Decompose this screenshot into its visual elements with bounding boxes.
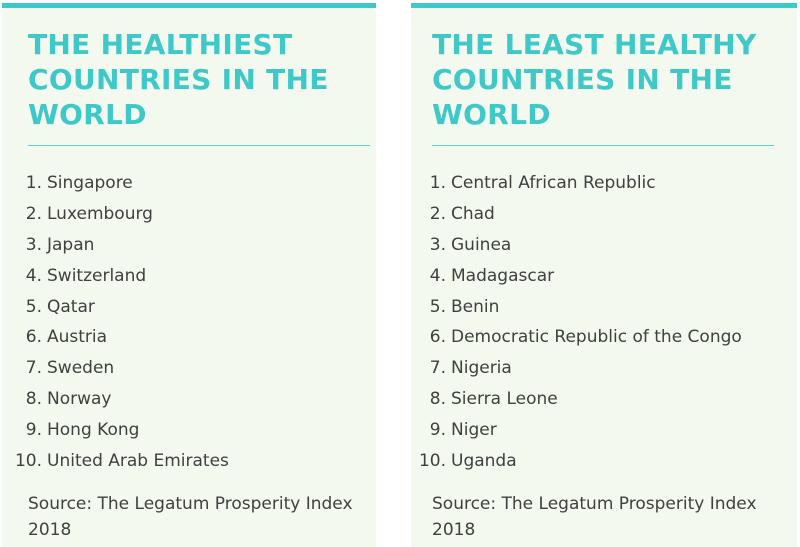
healthiest-countries-list: 1. Singapore 2. Luxembourg 3. Japan 4. Switzerl… [2, 168, 229, 476]
rank-number: 8. [25, 388, 42, 409]
list-item: 8. Sierra Leone [411, 384, 742, 415]
country-name: Sierra Leone [451, 388, 558, 409]
country-name: Qatar [47, 296, 95, 317]
rank-number: 5. [25, 296, 42, 317]
rank-number: 2. [429, 204, 446, 225]
list-item: 2. Luxembourg [2, 199, 229, 230]
list-item: 9. Hong Kong [2, 414, 229, 445]
list-item: 5. Qatar [2, 291, 229, 322]
rank-number: 10. [14, 450, 42, 471]
least-healthy-countries-list: 1. Central African Republic 2. Chad 3. Guinea… [411, 168, 742, 476]
least-healthy-countries-panel: THE LEAST HEALTHY COUNTRIES IN THE WORLD… [411, 3, 797, 547]
list-item: 7. Sweden [2, 353, 229, 384]
country-name: Chad [451, 204, 495, 225]
country-name: United Arab Emirates [47, 450, 229, 471]
country-name: Guinea [451, 234, 512, 255]
panel-title: THE LEAST HEALTHY COUNTRIES IN THE WORLD [432, 28, 757, 131]
country-name: Hong Kong [47, 419, 140, 440]
rank-number: 5. [429, 296, 446, 317]
rank-number: 7. [25, 358, 42, 379]
healthiest-countries-panel: THE HEALTHIEST COUNTRIES IN THE WORLD 1.… [2, 3, 376, 547]
list-item: 4. Madagascar [411, 260, 742, 291]
country-name: Madagascar [451, 265, 555, 286]
rank-number: 9. [25, 419, 42, 440]
list-item: 4. Switzerland [2, 260, 229, 291]
list-item: 3. Japan [2, 230, 229, 261]
list-item: 10. Uganda [411, 445, 742, 476]
list-item: 10. United Arab Emirates [2, 445, 229, 476]
rank-number: 4. [25, 265, 42, 286]
rank-number: 3. [25, 234, 42, 255]
country-name: Central African Republic [451, 173, 656, 194]
list-item: 1. Central African Republic [411, 168, 742, 199]
list-item: 9. Niger [411, 414, 742, 445]
country-name: Singapore [47, 173, 133, 194]
source-note: Source: The Legatum Prosperity Index 201… [28, 494, 353, 540]
country-name: Benin [451, 296, 500, 317]
panel-title: THE HEALTHIEST COUNTRIES IN THE WORLD [28, 28, 329, 131]
rank-number: 10. [418, 450, 446, 471]
country-name: Luxembourg [47, 204, 153, 225]
source-note: Source: The Legatum Prosperity Index 201… [432, 494, 757, 540]
divider [28, 145, 370, 146]
rank-number: 4. [429, 265, 446, 286]
country-name: Japan [47, 234, 95, 255]
list-item: 5. Benin [411, 291, 742, 322]
rank-number: 7. [429, 358, 446, 379]
country-name: Austria [47, 327, 108, 348]
country-name: Norway [47, 388, 112, 409]
rank-number: 3. [429, 234, 446, 255]
country-name: Democratic Republic of the Congo [451, 327, 742, 348]
country-name: Sweden [47, 358, 115, 379]
list-item: 6. Democratic Republic of the Congo [411, 322, 742, 353]
country-name: Switzerland [47, 265, 147, 286]
rank-number: 6. [429, 327, 446, 348]
country-name: Uganda [451, 450, 517, 471]
rank-number: 8. [429, 388, 446, 409]
list-item: 2. Chad [411, 199, 742, 230]
list-item: 3. Guinea [411, 230, 742, 261]
rank-number: 9. [429, 419, 446, 440]
rank-number: 6. [25, 327, 42, 348]
list-item: 8. Norway [2, 384, 229, 415]
country-name: Nigeria [451, 358, 512, 379]
rank-number: 1. [25, 173, 42, 194]
divider [432, 145, 774, 146]
rank-number: 1. [429, 173, 446, 194]
list-item: 6. Austria [2, 322, 229, 353]
list-item: 1. Singapore [2, 168, 229, 199]
list-item: 7. Nigeria [411, 353, 742, 384]
rank-number: 2. [25, 204, 42, 225]
country-name: Niger [451, 419, 497, 440]
